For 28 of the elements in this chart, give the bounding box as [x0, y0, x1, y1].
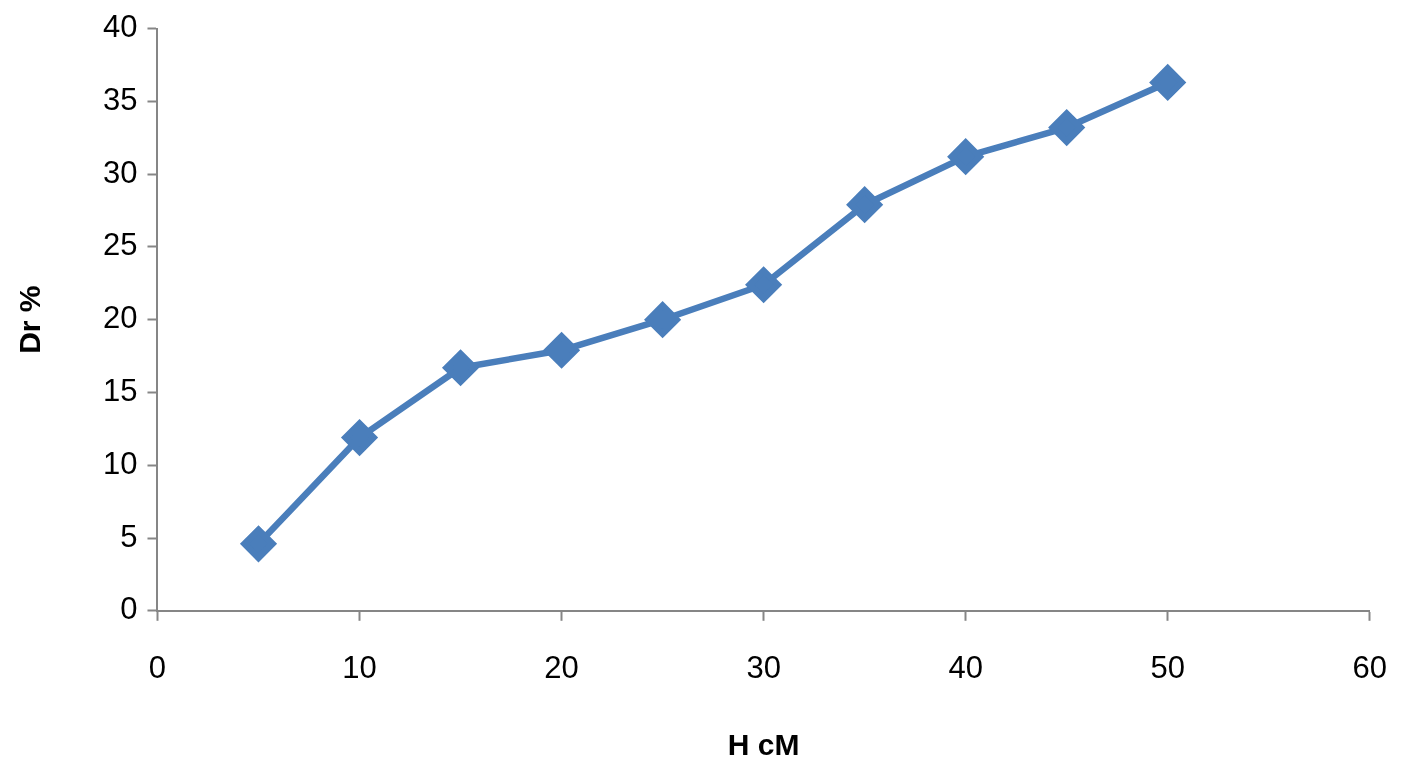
x-axis-title: H cM	[727, 728, 800, 762]
point	[241, 526, 276, 562]
point	[544, 333, 579, 368]
x-tick-label: 0	[148, 649, 167, 685]
y-tick-label: 5	[120, 518, 138, 554]
point	[1150, 65, 1185, 100]
x-tick-label: 20	[544, 649, 579, 685]
y-tick-label: 25	[103, 227, 138, 263]
x-tick-label: 40	[948, 649, 983, 685]
x-tick-label: 30	[746, 649, 781, 685]
y-tick-label: 40	[103, 9, 138, 45]
x-tick-label: 10	[342, 649, 377, 685]
point	[342, 420, 377, 455]
x-tick-label: 50	[1150, 649, 1185, 685]
point	[746, 267, 781, 303]
point	[847, 187, 882, 222]
y-tick-label: 35	[103, 81, 138, 117]
y-tick-label: 30	[103, 154, 138, 190]
y-tick-label: 10	[103, 445, 138, 481]
y-tick-label: 20	[103, 300, 138, 336]
x-tick-label: 60	[1352, 649, 1387, 685]
y-tick-label: 0	[120, 591, 138, 627]
y-tick-label: 15	[103, 373, 138, 409]
point	[443, 350, 478, 385]
point	[1049, 110, 1084, 145]
point	[645, 302, 680, 337]
point	[948, 139, 983, 174]
y-axis-title: Dr %	[13, 285, 47, 354]
